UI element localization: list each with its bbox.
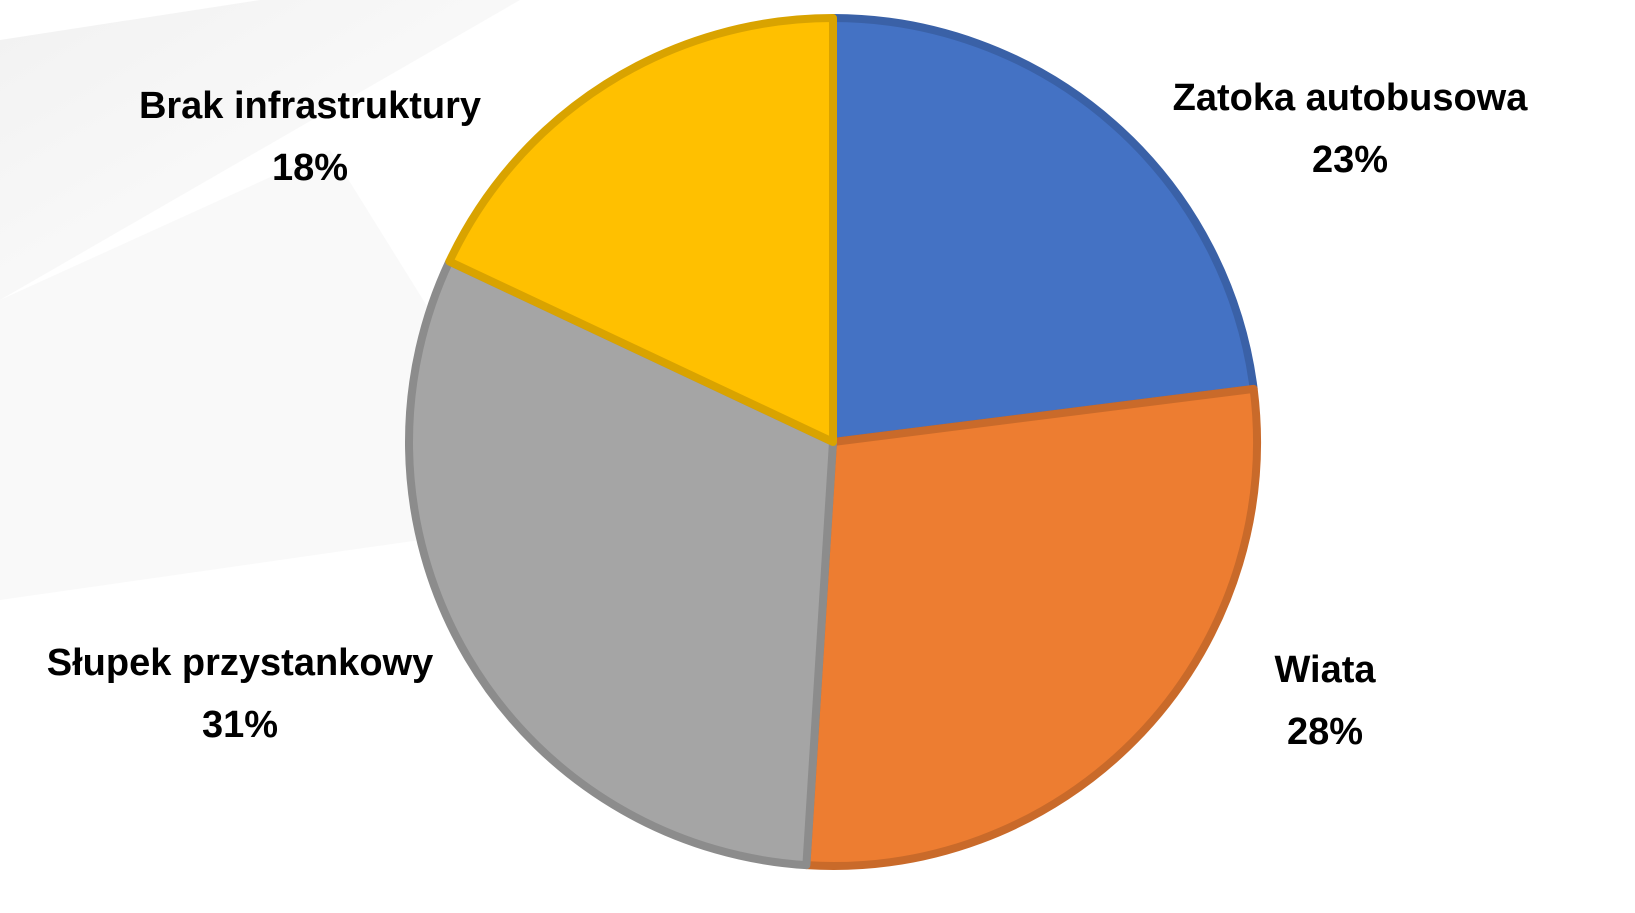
- labels: Zatoka autobusowa 23% Wiata 28% Słupek przys…: [47, 77, 1528, 753]
- pie-slice: [445, 14, 837, 446]
- slice-value-label: 23%: [1312, 139, 1388, 181]
- slice-label: Słupek przystankowy: [47, 642, 433, 684]
- pie-slice: [405, 257, 837, 870]
- background-shape: [0, 0, 520, 300]
- slice-value-label: 31%: [202, 704, 278, 746]
- pie-slice: [802, 384, 1261, 870]
- pie-slice: [829, 14, 1258, 446]
- pie: [405, 14, 1261, 870]
- slice-label: Zatoka autobusowa: [1173, 77, 1529, 119]
- slice-value-label: 28%: [1287, 711, 1363, 753]
- slice-label: Brak infrastruktury: [139, 85, 481, 127]
- slice-label: Wiata: [1274, 649, 1376, 691]
- slice-value-label: 18%: [272, 147, 348, 189]
